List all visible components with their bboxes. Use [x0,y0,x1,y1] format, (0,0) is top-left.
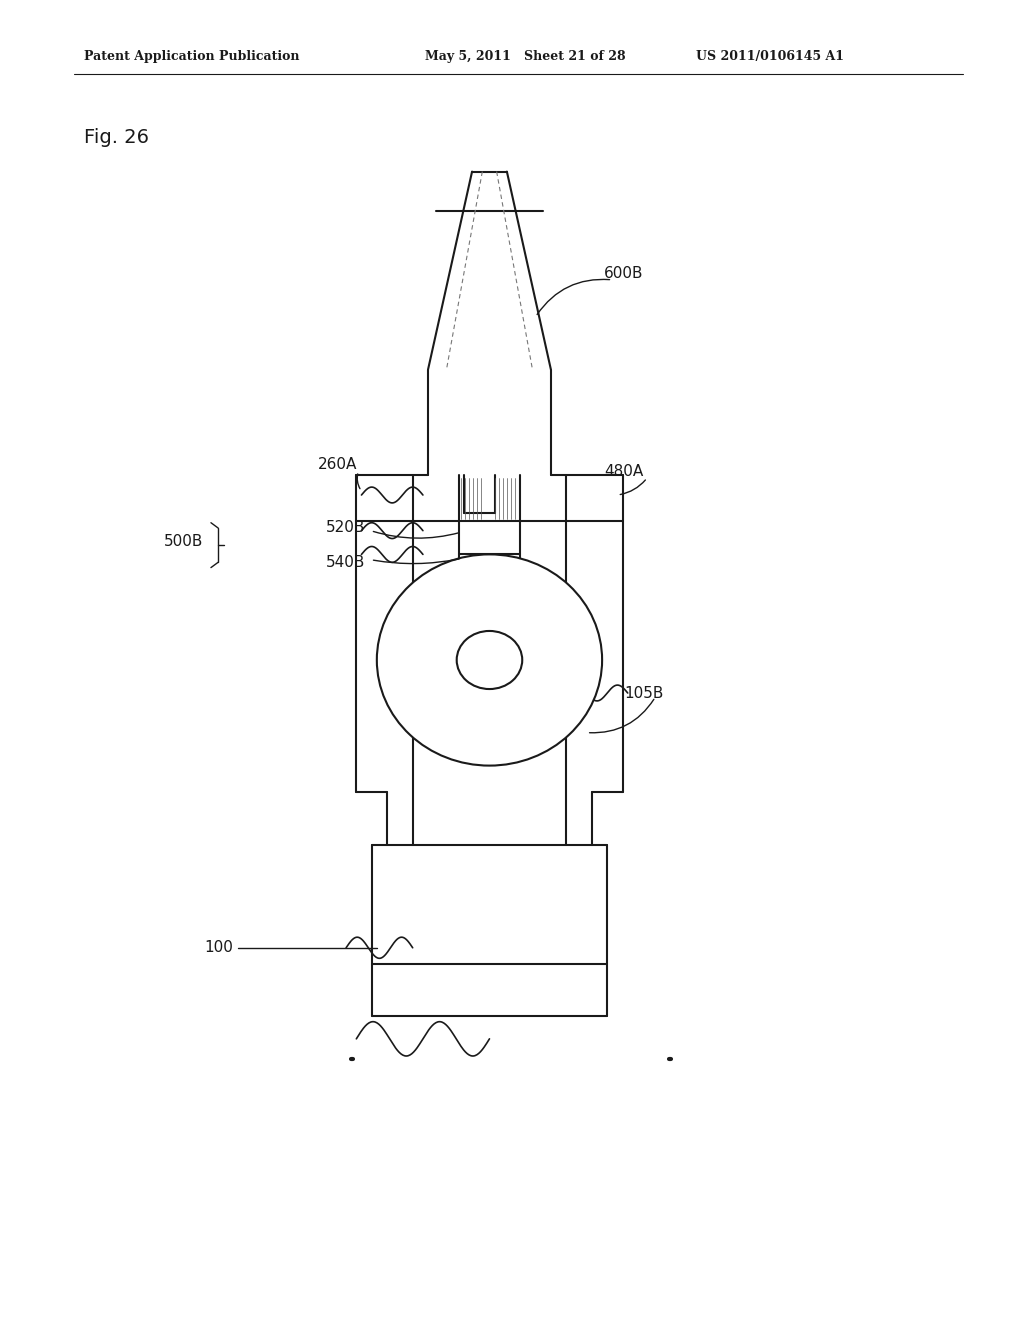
Text: 540B: 540B [326,554,365,570]
Text: 260A: 260A [317,457,356,473]
Text: May 5, 2011   Sheet 21 of 28: May 5, 2011 Sheet 21 of 28 [425,50,626,63]
Text: 600B: 600B [604,265,644,281]
Text: 100: 100 [205,940,233,956]
Text: 520B: 520B [326,520,365,536]
Text: 480A: 480A [604,463,643,479]
Text: 105B: 105B [625,685,664,701]
Text: 500B: 500B [164,533,203,549]
Text: US 2011/0106145 A1: US 2011/0106145 A1 [696,50,845,63]
Text: Fig. 26: Fig. 26 [84,128,148,147]
Ellipse shape [457,631,522,689]
Ellipse shape [377,554,602,766]
Text: Patent Application Publication: Patent Application Publication [84,50,299,63]
